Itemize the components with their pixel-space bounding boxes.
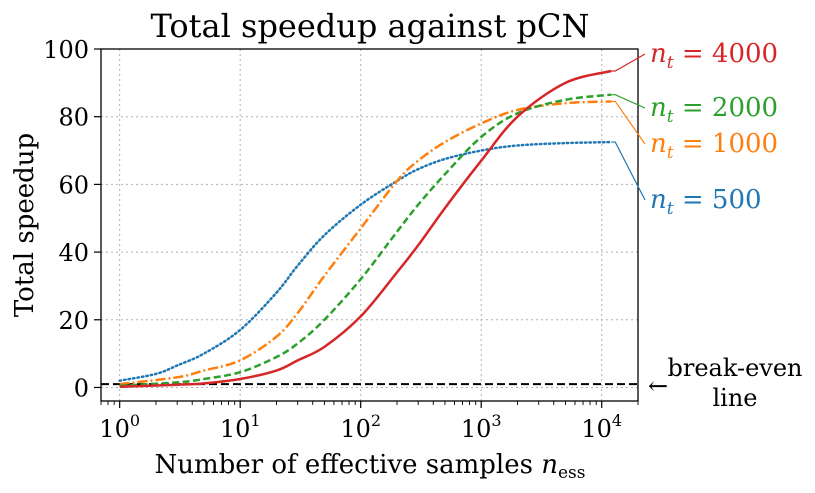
x-axis-label-space: [533, 450, 541, 480]
x-tick-label-base: 10: [220, 415, 251, 443]
series-label-value: = 4000: [674, 39, 778, 69]
x-tick-label-base: 10: [461, 415, 492, 443]
x-tick-label: 102: [340, 411, 381, 443]
series-label-1: nt = 1000: [650, 129, 778, 163]
x-tick-label: 101: [220, 411, 261, 443]
series-label-subscript: t: [667, 199, 674, 219]
series-label-connector-2: [611, 94, 646, 109]
x-tick-label-base: 10: [581, 415, 612, 443]
chart-title: Total speedup against pCN: [151, 7, 590, 45]
break-even-arrow: ←: [648, 372, 668, 400]
x-tick-label-base: 10: [340, 415, 371, 443]
y-tick-label: 20: [58, 307, 89, 335]
x-axis-label: Number of effective samples ness: [154, 450, 585, 483]
x-tick-label-base: 10: [99, 415, 130, 443]
series-label-connector-0: [611, 141, 646, 201]
x-tick-label: 104: [581, 411, 622, 443]
series-line-3: [119, 69, 612, 389]
break-even-label-line2: line: [712, 384, 757, 412]
series-label-subscript: t: [667, 143, 674, 163]
series-line-2: [119, 93, 612, 388]
y-tick-label: 80: [58, 104, 89, 132]
series-label-3: nt = 4000: [650, 39, 778, 73]
x-tick-label-exponent: 4: [612, 411, 622, 430]
y-tick-label: 100: [43, 36, 89, 64]
series-label-symbol: n: [650, 93, 667, 123]
series-label-value: = 2000: [674, 93, 778, 123]
series-label-value: = 1000: [674, 129, 778, 159]
x-tick-label-exponent: 3: [491, 411, 501, 430]
x-tick-label-exponent: 2: [371, 411, 381, 430]
x-tick-label-exponent: 0: [130, 411, 140, 430]
x-axis-label-text: Number of effective samples: [154, 450, 533, 480]
x-axis-label-symbol: n: [541, 450, 558, 480]
x-tick-label-exponent: 1: [250, 411, 260, 430]
y-tick-label: 40: [58, 239, 89, 267]
series-label-connector-1: [611, 100, 646, 145]
series-label-symbol: n: [650, 39, 667, 69]
grid: [101, 48, 638, 401]
break-even-label: break-even line ←: [648, 354, 803, 412]
plot-frame: [100, 48, 639, 402]
break-even-label-line1: break-even: [668, 354, 803, 382]
series-label-2: nt = 2000: [650, 93, 778, 127]
series-label-0: nt = 500: [650, 185, 762, 219]
series-line-0: [118, 140, 613, 382]
x-tick-label: 103: [461, 411, 502, 443]
series-label-symbol: n: [650, 129, 667, 159]
x-axis-label-subscript: ess: [558, 463, 586, 483]
series-label-subscript: t: [667, 107, 674, 127]
series-lines: [118, 69, 613, 389]
series-label-value: = 500: [674, 185, 762, 215]
series-label-subscript: t: [667, 53, 674, 73]
y-tick-label: 60: [58, 171, 89, 199]
y-tick-label: 0: [74, 374, 89, 402]
series-label-connector-3: [611, 53, 646, 72]
axes: [94, 48, 639, 408]
series-line-1: [119, 100, 612, 386]
x-tick-label: 100: [99, 411, 140, 443]
y-axis-label: Total speedup: [10, 133, 40, 317]
series-label-symbol: n: [650, 185, 667, 215]
